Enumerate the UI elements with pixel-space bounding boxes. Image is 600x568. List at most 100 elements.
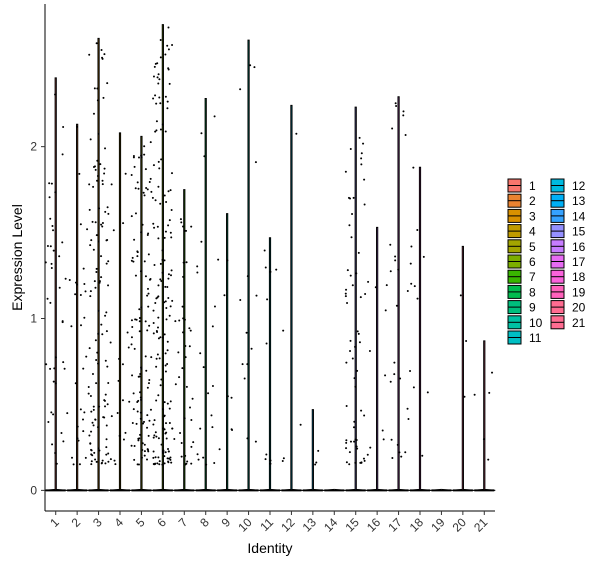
data-point [147, 382, 150, 385]
data-point [117, 379, 120, 382]
data-point [90, 239, 93, 242]
data-point [169, 456, 172, 459]
data-point [157, 237, 160, 240]
data-point [164, 53, 167, 56]
data-point [357, 251, 360, 254]
data-point [185, 261, 188, 264]
data-point [122, 438, 125, 441]
data-point [223, 294, 226, 297]
data-point [141, 448, 144, 451]
data-point [105, 438, 108, 441]
data-point [164, 451, 167, 454]
data-point [345, 441, 348, 444]
data-point [165, 307, 168, 310]
data-point [131, 421, 134, 424]
data-point [96, 351, 99, 354]
data-point [137, 437, 140, 440]
data-point [412, 386, 415, 389]
data-point [166, 107, 169, 110]
data-point [50, 267, 53, 270]
legend-label-4: 4 [529, 225, 536, 239]
data-point [139, 411, 142, 414]
data-point [52, 229, 55, 232]
data-point [143, 153, 146, 156]
data-point [170, 208, 173, 211]
data-point [132, 408, 135, 411]
data-point [178, 319, 181, 322]
legend-label-18: 18 [572, 270, 586, 284]
x-tick-label: 20 [450, 515, 470, 535]
data-point [104, 359, 107, 362]
data-point [463, 395, 466, 398]
data-point [393, 361, 396, 364]
data-point [369, 446, 372, 449]
data-point [171, 299, 174, 302]
x-tick-label: 3 [90, 515, 105, 530]
data-point [131, 256, 134, 259]
data-point [78, 172, 81, 175]
data-point [164, 370, 167, 373]
data-point [344, 170, 347, 173]
data-point [91, 454, 94, 457]
data-point [107, 260, 110, 263]
data-point [147, 232, 150, 235]
data-point [350, 236, 353, 239]
data-point [88, 183, 91, 186]
data-point [183, 229, 186, 232]
data-point [360, 409, 363, 412]
data-point [196, 265, 199, 268]
data-point [180, 221, 183, 224]
data-point [179, 432, 182, 435]
data-point [345, 461, 348, 464]
data-point [76, 425, 79, 428]
data-point [88, 434, 91, 437]
data-point [105, 453, 108, 456]
data-point [160, 158, 163, 161]
data-point [354, 345, 357, 348]
data-point [83, 283, 86, 286]
data-point [160, 443, 163, 446]
data-point [410, 245, 413, 248]
data-point [95, 270, 98, 273]
data-point [157, 437, 160, 440]
data-point [239, 299, 242, 302]
data-point [45, 363, 48, 366]
data-point [182, 317, 185, 320]
data-point [79, 294, 82, 297]
data-point [148, 419, 151, 422]
legend-label-21: 21 [572, 316, 586, 330]
data-point [71, 456, 74, 459]
data-point [382, 438, 385, 441]
data-point [170, 461, 173, 464]
data-point [346, 302, 349, 305]
data-point [163, 455, 166, 458]
data-point [52, 413, 55, 416]
data-point [345, 288, 348, 291]
data-point [157, 326, 160, 329]
data-point [107, 212, 110, 215]
data-point [109, 341, 112, 344]
data-point [363, 178, 366, 181]
x-tick-label: 10 [235, 515, 255, 535]
data-point [196, 271, 199, 274]
data-point [416, 297, 419, 300]
data-point [84, 290, 87, 293]
data-point [213, 115, 216, 118]
data-point [171, 44, 174, 47]
data-point [163, 301, 166, 304]
data-point [182, 261, 185, 264]
data-point [166, 285, 169, 288]
data-point [94, 458, 97, 461]
data-point [149, 141, 152, 144]
data-point [157, 284, 160, 287]
data-point [358, 136, 361, 139]
data-point [348, 451, 351, 454]
data-point [358, 341, 361, 344]
data-point [152, 222, 155, 225]
data-point [226, 259, 229, 262]
data-point [143, 420, 146, 423]
data-point [155, 297, 158, 300]
data-point [79, 223, 82, 226]
data-point [89, 442, 92, 445]
data-point [101, 183, 104, 186]
